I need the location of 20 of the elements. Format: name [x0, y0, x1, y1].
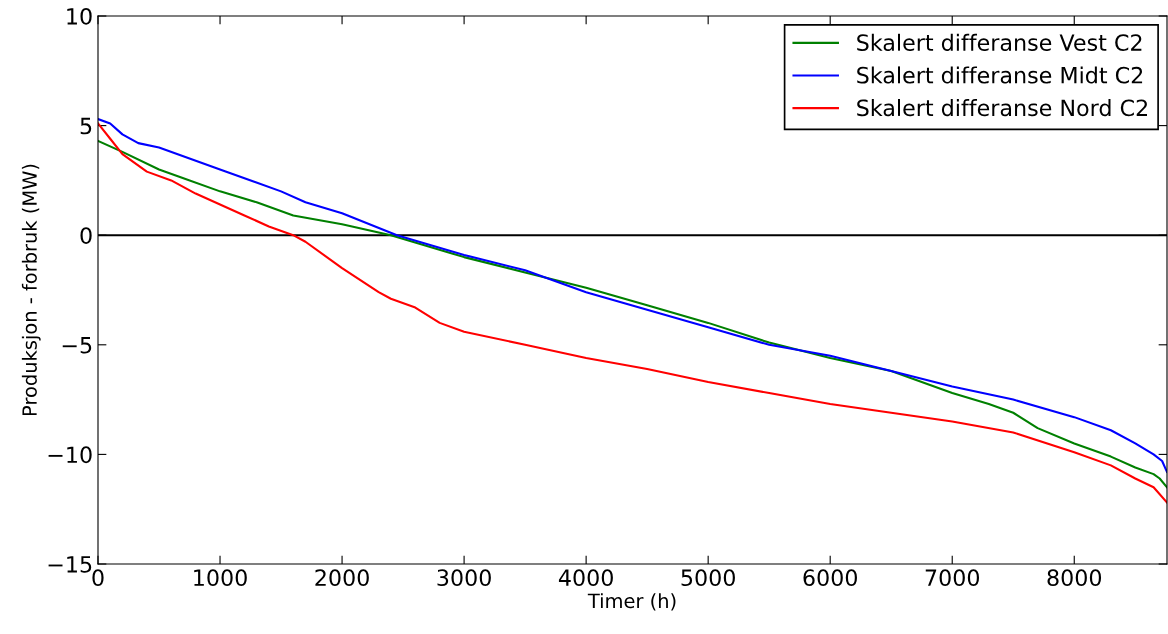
x-axis-title: Timer (h) — [587, 593, 676, 611]
y-tick-label: 0 — [80, 227, 92, 244]
y-tick-label: 5 — [80, 117, 92, 135]
x-tick-label: 3000 — [437, 569, 491, 587]
legend-label: Skalert differanse Midt C2 — [857, 66, 1143, 84]
y-tick-label: 10 — [67, 7, 92, 25]
x-tick-label: 1000 — [194, 569, 247, 587]
y-tick-label: −5 — [62, 337, 92, 354]
x-tick-label: 7000 — [925, 569, 980, 587]
legend-label: Skalert differanse Vest C2 — [857, 33, 1142, 51]
y-tick-label: −10 — [48, 446, 92, 464]
legend-label: Skalert differanse Nord C2 — [857, 99, 1147, 117]
x-tick-label: 2000 — [315, 569, 369, 587]
x-tick-label: 4000 — [558, 569, 613, 587]
x-tick-label: 5000 — [681, 569, 735, 587]
x-tick-label: 8000 — [1047, 569, 1102, 587]
x-tick-label: 6000 — [803, 569, 857, 587]
x-tick-label: 0 — [92, 569, 104, 587]
y-tick-label: −15 — [48, 556, 92, 573]
y-axis-title: Produksjon - forbruk (MW) — [21, 164, 41, 416]
